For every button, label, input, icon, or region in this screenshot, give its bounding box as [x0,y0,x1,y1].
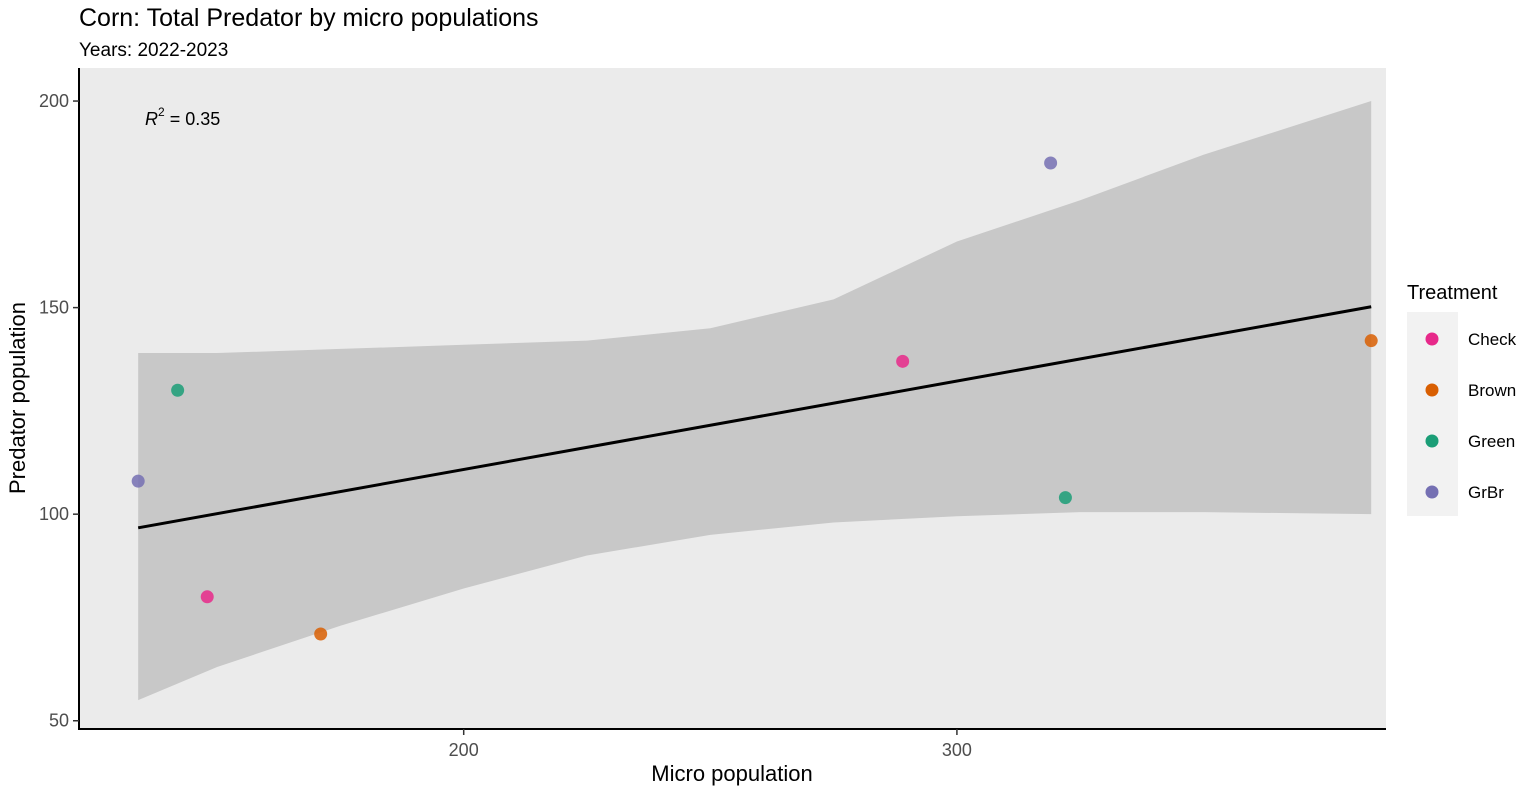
r-squared-superscript: 2 [158,105,165,119]
y-tick-label: 100 [39,504,69,524]
r-squared-symbol: R [145,109,158,129]
legend-label-brown: Brown [1468,381,1516,400]
confidence-ribbon [138,101,1372,701]
legend-label-check: Check [1468,330,1517,349]
legend-label-grbr: GrBr [1468,483,1504,502]
legend: Treatment Check Brown Green GrBr [1407,282,1517,516]
confidence-ribbon-layer [138,101,1372,701]
r-squared-value: = 0.35 [165,109,221,129]
y-tick-label: 200 [39,91,69,111]
fit-line-layer [137,305,1372,530]
y-axis-title: Predator population [5,302,30,494]
data-point-green [171,383,185,397]
legend-items: Check Brown Green GrBr [1425,330,1517,502]
regression-line [137,305,1372,530]
legend-key-grbr [1425,485,1439,499]
legend-key-brown [1425,383,1439,397]
chart-subtitle: Years: 2022-2023 [79,40,229,61]
data-point-brown [314,627,328,641]
legend-key-green [1425,434,1439,448]
data-point-green [1058,491,1072,505]
legend-label-green: Green [1468,432,1515,451]
points-layer [131,156,1378,641]
y-tick-label: 150 [39,298,69,318]
data-point-grbr [131,474,145,488]
legend-key-check [1425,332,1439,346]
x-tick-label: 300 [942,740,972,760]
x-tick-label: 200 [449,740,479,760]
legend-title: Treatment [1407,282,1498,304]
chart-title: Corn: Total Predator by micro population… [79,4,539,32]
x-axis-title: Micro population [651,761,812,786]
legend-key-background [1407,312,1458,516]
y-tick-label: 50 [49,711,69,731]
data-point-check [200,590,214,604]
axis-ticks-layer: 200 300 50 100 150 200 [39,91,972,760]
data-point-brown [1364,334,1378,348]
r-squared-annotation: R2 = 0.35 [145,105,220,129]
data-point-grbr [1044,156,1058,170]
data-point-check [896,354,910,368]
